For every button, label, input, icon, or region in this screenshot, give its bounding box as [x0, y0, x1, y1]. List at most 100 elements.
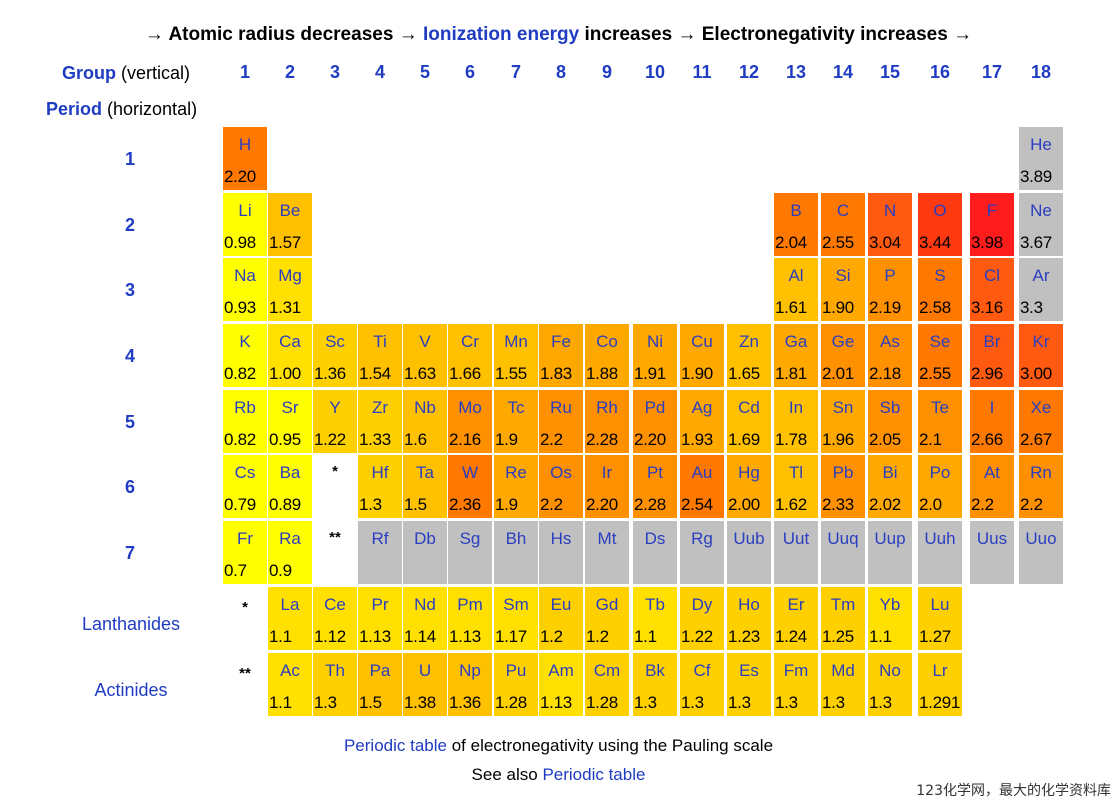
element-symbol[interactable]: Np — [459, 661, 481, 680]
element-cell[interactable]: Nb 1.6 — [403, 390, 447, 453]
element-symbol[interactable]: Ag — [691, 398, 713, 417]
element-cell[interactable]: Ta 1.5 — [403, 455, 447, 518]
element-symbol[interactable]: Rb — [234, 398, 256, 417]
element-cell[interactable]: Co 1.88 — [585, 324, 629, 387]
group-number[interactable]: 2 — [284, 62, 295, 82]
element-symbol[interactable]: Dy — [691, 595, 713, 614]
period-number[interactable]: 6 — [124, 477, 135, 497]
element-symbol[interactable]: Ni — [646, 332, 664, 351]
element-cell[interactable]: Fm 1.3 — [774, 653, 818, 716]
element-cell[interactable]: Pt 2.28 — [633, 455, 677, 518]
period-number[interactable]: 4 — [124, 346, 135, 366]
element-symbol[interactable]: Tc — [507, 398, 525, 417]
element-symbol[interactable]: Pr — [371, 595, 389, 614]
element-cell[interactable]: Tm 1.25 — [821, 587, 865, 650]
element-cell[interactable]: Fr 0.7 — [223, 521, 267, 584]
element-symbol[interactable]: N — [883, 201, 897, 220]
period-number[interactable]: 7 — [124, 543, 135, 563]
element-cell[interactable]: Y 1.22 — [313, 390, 357, 453]
element-cell[interactable]: Be 1.57 — [268, 193, 312, 256]
element-cell[interactable]: Tl 1.62 — [774, 455, 818, 518]
periodic-table-link[interactable]: Periodic table — [343, 736, 447, 755]
element-symbol[interactable]: Nd — [414, 595, 436, 614]
element-cell[interactable]: Ru 2.2 — [539, 390, 583, 453]
group-number[interactable]: 1 — [239, 62, 250, 82]
element-cell[interactable]: Pa 1.5 — [358, 653, 402, 716]
element-cell[interactable]: Os 2.2 — [539, 455, 583, 518]
element-symbol[interactable]: Cf — [693, 661, 711, 680]
element-cell[interactable]: Ir 2.20 — [585, 455, 629, 518]
element-symbol[interactable]: Gd — [595, 595, 619, 614]
element-cell[interactable]: Ag 1.93 — [680, 390, 724, 453]
element-cell[interactable]: Tb 1.1 — [633, 587, 677, 650]
element-cell[interactable]: Th 1.3 — [313, 653, 357, 716]
element-symbol[interactable]: Ru — [550, 398, 572, 417]
element-cell[interactable]: Pu 1.28 — [494, 653, 538, 716]
group-number[interactable]: 6 — [464, 62, 475, 82]
element-cell[interactable]: Xe 2.67 — [1019, 390, 1063, 453]
element-cell[interactable]: Kr 3.00 — [1019, 324, 1063, 387]
element-cell[interactable]: Zn 1.65 — [727, 324, 771, 387]
element-cell[interactable]: Hg 2.00 — [727, 455, 771, 518]
element-cell[interactable]: Ne 3.67 — [1019, 193, 1063, 256]
element-cell[interactable]: U 1.38 — [403, 653, 447, 716]
element-cell[interactable]: Pb 2.33 — [821, 455, 865, 518]
period-number[interactable]: 3 — [124, 280, 135, 300]
element-symbol[interactable]: Li — [238, 201, 252, 220]
element-symbol[interactable]: Es — [739, 661, 759, 680]
actinides-link[interactable]: Actinides — [94, 680, 168, 700]
element-symbol[interactable]: Db — [414, 529, 436, 548]
element-symbol[interactable]: Be — [279, 201, 301, 220]
element-symbol[interactable]: Cu — [691, 332, 713, 351]
element-symbol[interactable]: Br — [983, 332, 1001, 351]
element-cell[interactable]: S 2.58 — [918, 258, 962, 321]
element-cell[interactable]: Ni 1.91 — [633, 324, 677, 387]
group-number[interactable]: 12 — [738, 62, 760, 82]
element-cell[interactable]: Ar 3.3 — [1019, 258, 1063, 321]
element-cell[interactable]: Mg 1.31 — [268, 258, 312, 321]
group-number[interactable]: 5 — [419, 62, 430, 82]
element-symbol[interactable]: Uuh — [924, 529, 956, 548]
element-cell[interactable]: Mn 1.55 — [494, 324, 538, 387]
element-cell[interactable]: Sg — [448, 521, 492, 584]
element-symbol[interactable]: La — [280, 595, 300, 614]
element-cell[interactable]: Te 2.1 — [918, 390, 962, 453]
element-symbol[interactable]: Ar — [1032, 266, 1050, 285]
element-symbol[interactable]: Co — [596, 332, 618, 351]
element-symbol[interactable]: Mg — [278, 266, 302, 285]
period-link[interactable]: Period — [46, 99, 103, 119]
element-symbol[interactable]: Sr — [281, 398, 299, 417]
element-cell[interactable]: Tc 1.9 — [494, 390, 538, 453]
element-cell[interactable]: Zr 1.33 — [358, 390, 402, 453]
element-symbol[interactable]: Ba — [279, 463, 301, 482]
element-symbol[interactable]: H — [238, 135, 252, 154]
element-symbol[interactable]: Ta — [416, 463, 434, 482]
element-cell[interactable]: Se 2.55 — [918, 324, 962, 387]
group-number[interactable]: 14 — [832, 62, 854, 82]
element-cell[interactable]: K 0.82 — [223, 324, 267, 387]
group-number[interactable]: 10 — [644, 62, 666, 82]
element-symbol[interactable]: Xe — [1030, 398, 1052, 417]
element-cell[interactable]: Sm 1.17 — [494, 587, 538, 650]
element-cell[interactable]: Fe 1.83 — [539, 324, 583, 387]
element-symbol[interactable]: Pu — [505, 661, 527, 680]
element-symbol[interactable]: Pd — [644, 398, 666, 417]
element-cell[interactable]: I 2.66 — [970, 390, 1014, 453]
element-cell[interactable]: Bk 1.3 — [633, 653, 677, 716]
group-link[interactable]: Group — [62, 63, 116, 83]
element-symbol[interactable]: Fe — [551, 332, 571, 351]
element-cell[interactable]: Br 2.96 — [970, 324, 1014, 387]
element-symbol[interactable]: Ti — [373, 332, 387, 351]
element-symbol[interactable]: Eu — [550, 595, 572, 614]
element-cell[interactable]: F 3.98 — [970, 193, 1014, 256]
group-number[interactable]: 11 — [692, 62, 712, 82]
element-symbol[interactable]: Pb — [832, 463, 854, 482]
element-symbol[interactable]: F — [986, 201, 998, 220]
element-symbol[interactable]: Re — [505, 463, 527, 482]
element-cell[interactable]: Rg — [680, 521, 724, 584]
element-cell[interactable]: Mt — [585, 521, 629, 584]
element-cell[interactable]: Eu 1.2 — [539, 587, 583, 650]
element-cell[interactable]: Re 1.9 — [494, 455, 538, 518]
element-symbol[interactable]: Tl — [788, 463, 804, 482]
element-symbol[interactable]: Ce — [324, 595, 346, 614]
